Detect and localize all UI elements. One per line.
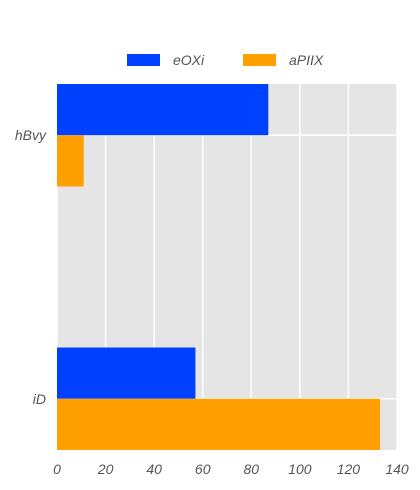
y-category-label: iD xyxy=(33,391,46,407)
x-axis-labels: 0 20 40 60 80 100 120 140 xyxy=(53,461,409,477)
y-axis-labels: hBvy iD xyxy=(15,127,47,407)
bar-aPIIX-iD xyxy=(57,398,380,450)
y-category-label: hBvy xyxy=(15,127,47,143)
bar-aPIIX-hBvy xyxy=(57,135,84,187)
bar-eOXi-hBvy xyxy=(57,84,269,136)
legend: eOXi aPIIX xyxy=(127,52,324,68)
legend-label: aPIIX xyxy=(289,52,324,68)
bars xyxy=(57,84,380,450)
bar-eOXi-iD xyxy=(57,347,196,399)
x-tick-label: 80 xyxy=(243,461,259,477)
x-tick-label: 120 xyxy=(337,461,361,477)
x-tick-label: 60 xyxy=(195,461,211,477)
x-tick-label: 0 xyxy=(53,461,61,477)
legend-label: eOXi xyxy=(173,52,205,68)
x-tick-label: 20 xyxy=(97,461,114,477)
x-tick-label: 100 xyxy=(288,461,312,477)
x-tick-label: 140 xyxy=(385,461,409,477)
x-tick-label: 40 xyxy=(146,461,162,477)
legend-swatch xyxy=(243,54,276,66)
legend-swatch xyxy=(127,54,160,66)
